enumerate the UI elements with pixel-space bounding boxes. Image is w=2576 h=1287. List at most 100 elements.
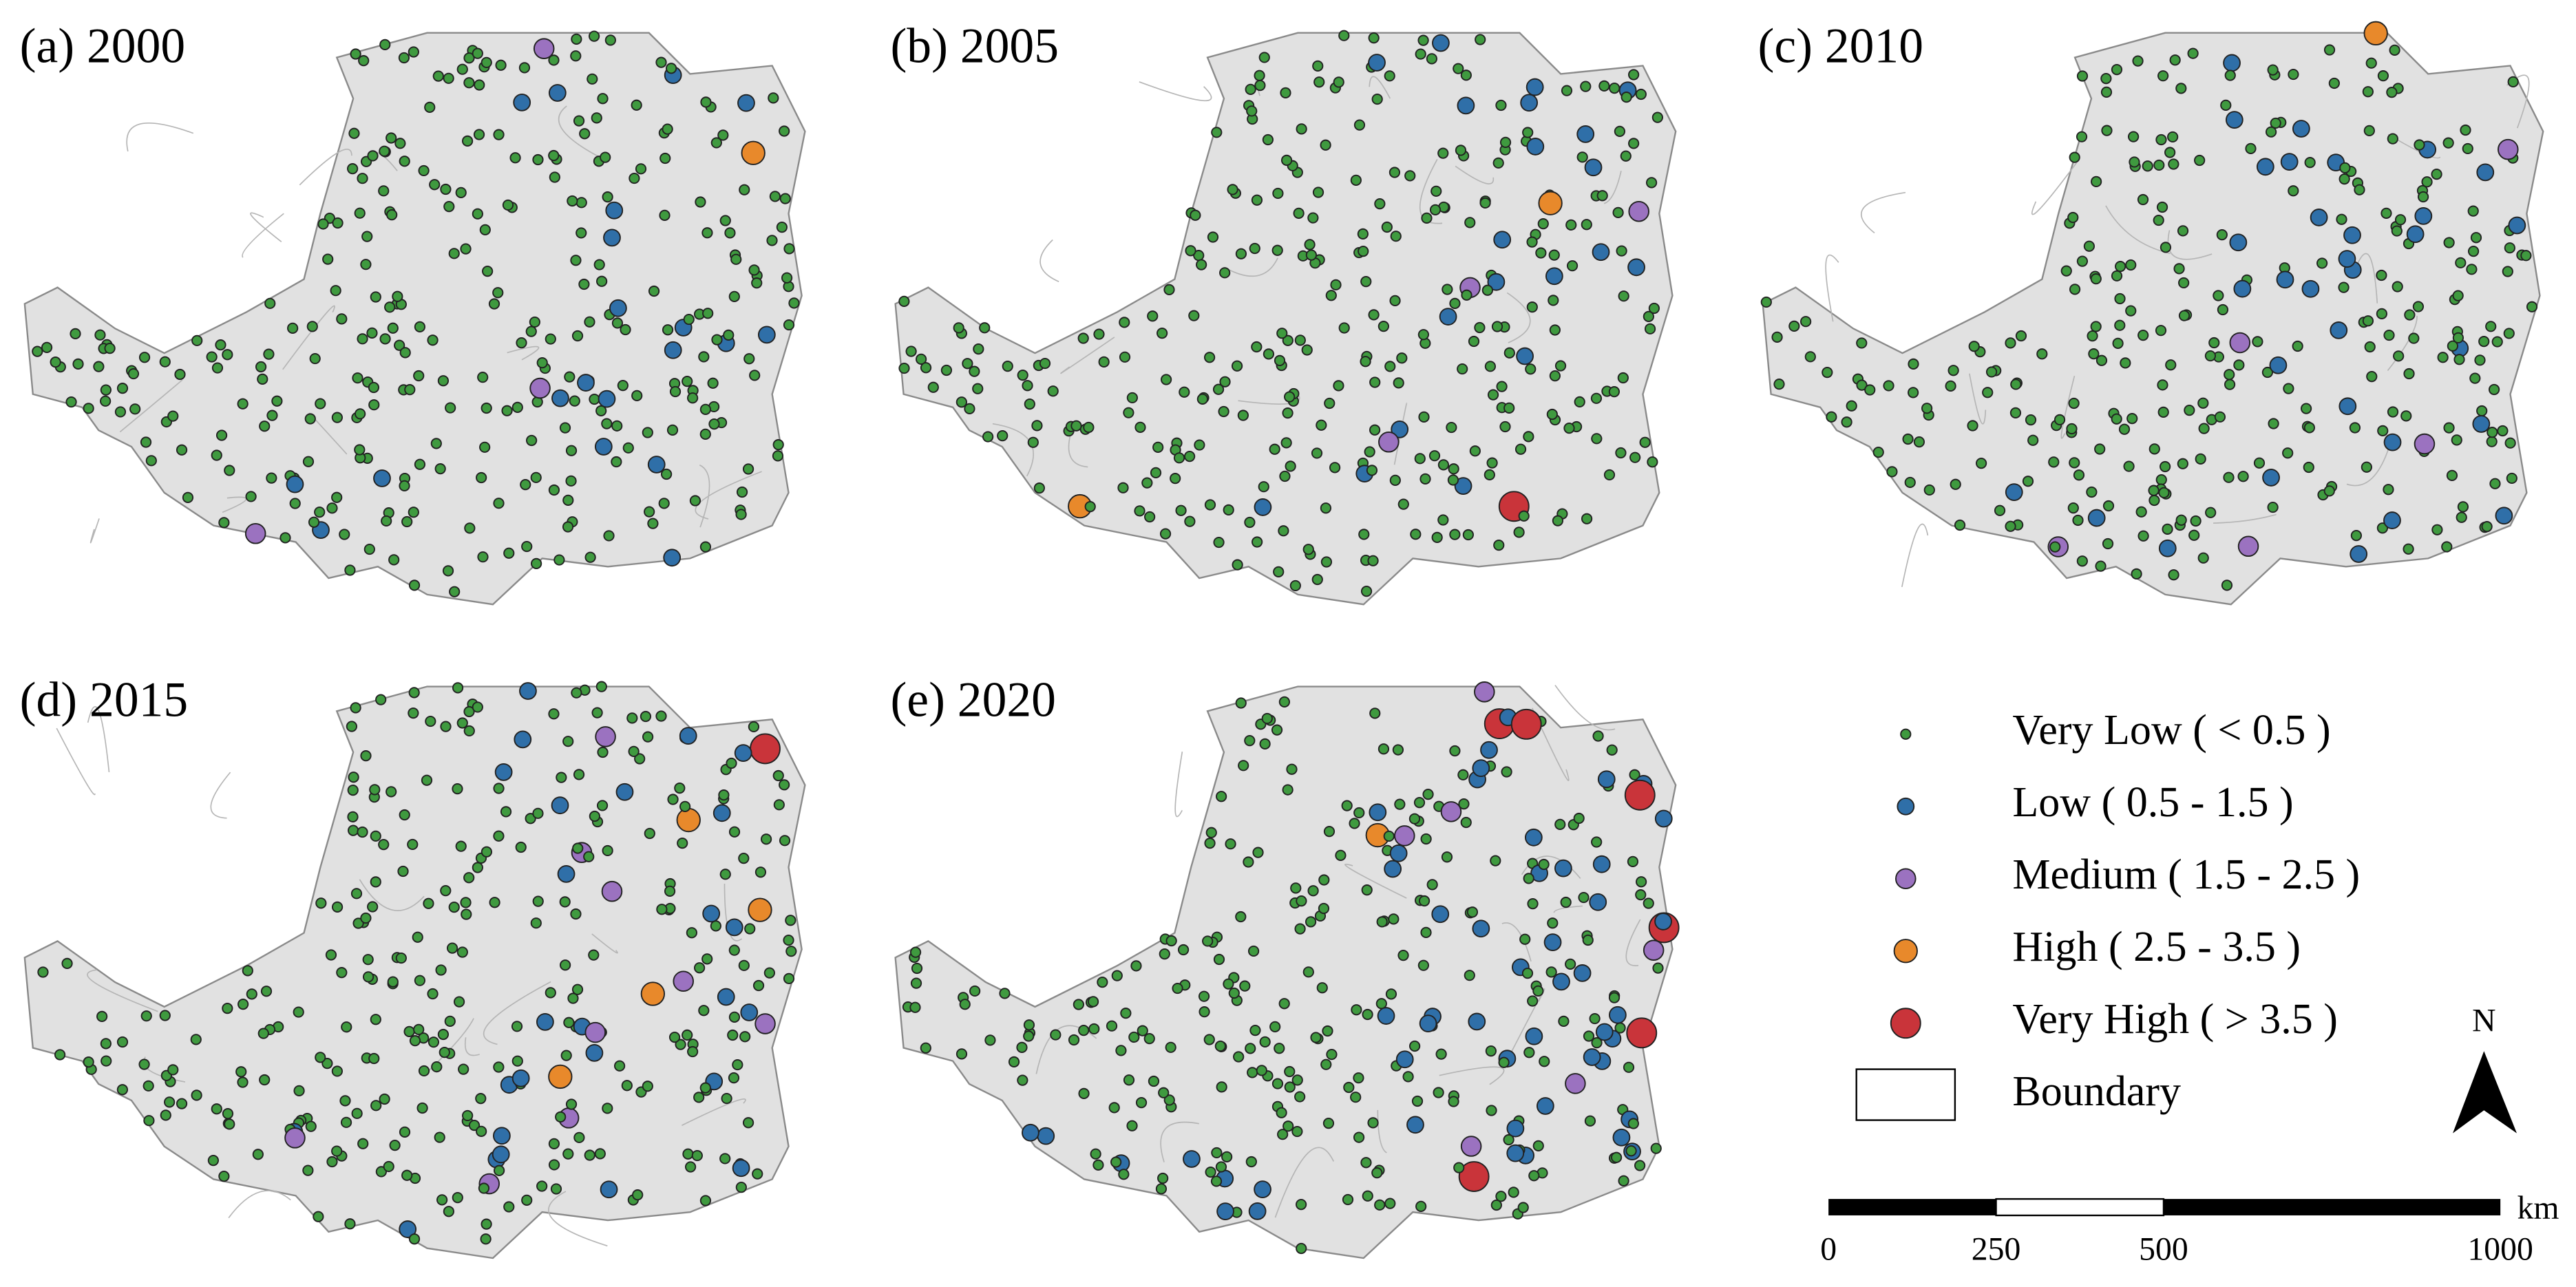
site-point [2486,436,2498,447]
site-point [129,403,141,415]
site-point [1033,482,1045,494]
site-point [754,1013,776,1034]
site-point [1368,54,1386,72]
site-point [1517,1202,1529,1213]
site-point [1994,504,2006,516]
site-point [1420,926,1432,938]
site-point [386,132,397,144]
site-point [1537,218,1549,230]
site-point [1313,76,1325,88]
site-point [1280,87,1291,98]
site-point [682,1148,694,1160]
site-point [1474,321,1486,334]
site-point [462,1109,474,1122]
site-point [215,339,226,351]
site-point [368,1052,380,1065]
site-point [642,1081,653,1092]
county-boundary [2031,162,2078,215]
site-point [1503,347,1515,359]
site-point [357,1138,369,1149]
site-point [1235,697,1247,709]
site-point [379,39,391,50]
site-point [401,515,413,528]
site-point [2328,77,2340,89]
site-point [445,402,456,414]
site-point [218,1171,230,1182]
site-point [1231,360,1243,372]
site-point [1491,321,1503,332]
site-point [689,495,701,507]
site-point [2224,70,2236,81]
site-point [1644,323,1656,334]
site-point [284,1127,306,1149]
site-point [536,357,548,369]
county-boundary [2060,375,2076,439]
site-point [1620,150,1632,162]
site-point [1271,724,1283,736]
county-boundary [2105,205,2171,255]
site-point [1902,433,1914,445]
site-point [2160,242,2172,253]
site-point [2223,54,2241,72]
site-point [302,456,315,467]
site-point [2467,246,2480,257]
site-point [1244,516,1256,529]
site-point [427,988,439,1000]
site-point [1369,803,1387,822]
site-point [728,1011,741,1023]
site-point [1233,1051,1245,1063]
site-point [915,353,927,365]
site-point [594,438,613,456]
site-point [207,1155,220,1167]
site-point [1377,1007,1395,1025]
site-point [2009,407,2022,418]
site-point [1210,1176,1223,1187]
site-point [702,904,721,923]
site-point [773,799,785,811]
site-point [1262,134,1274,146]
site-point [1415,48,1426,60]
site-point [2498,138,2519,160]
scale-segment [2163,1199,2501,1215]
site-point [331,412,343,423]
site-point [551,389,569,407]
site-point [271,395,283,407]
site-point [1098,356,1110,368]
site-point [1141,477,1153,489]
site-point [2095,354,2108,366]
site-point [2414,139,2425,151]
site-point [440,721,452,732]
site-point [1589,893,1607,911]
site-point [2142,160,2153,172]
site-point [530,917,542,929]
site-point [1433,1087,1444,1098]
site-point [2149,494,2160,507]
site-point [142,1080,154,1092]
site-point [1284,1081,1296,1093]
site-point [1554,360,1567,372]
county-boundary [1393,403,1408,465]
site-point [1002,361,1013,372]
site-point [1203,1034,1215,1045]
site-point [1357,228,1369,240]
site-point [1360,275,1372,288]
site-point [416,1102,428,1114]
site-point [1539,1056,1550,1067]
site-point [1591,1036,1603,1049]
site-point [2118,423,2131,435]
site-point [631,390,643,401]
site-point [1302,966,1314,978]
site-point [460,243,472,255]
site-point [1554,859,1572,878]
site-point [1628,200,1649,222]
site-point [140,1010,152,1022]
county-boundary [1553,905,1583,913]
site-point [1027,436,1039,448]
county-boundary [1160,1121,1199,1162]
site-point [1492,157,1504,169]
site-point [2157,406,2169,418]
site-point [159,356,171,368]
panel-title: (a) 2000 [20,19,186,74]
site-point [605,201,624,220]
site-point [2269,356,2288,374]
